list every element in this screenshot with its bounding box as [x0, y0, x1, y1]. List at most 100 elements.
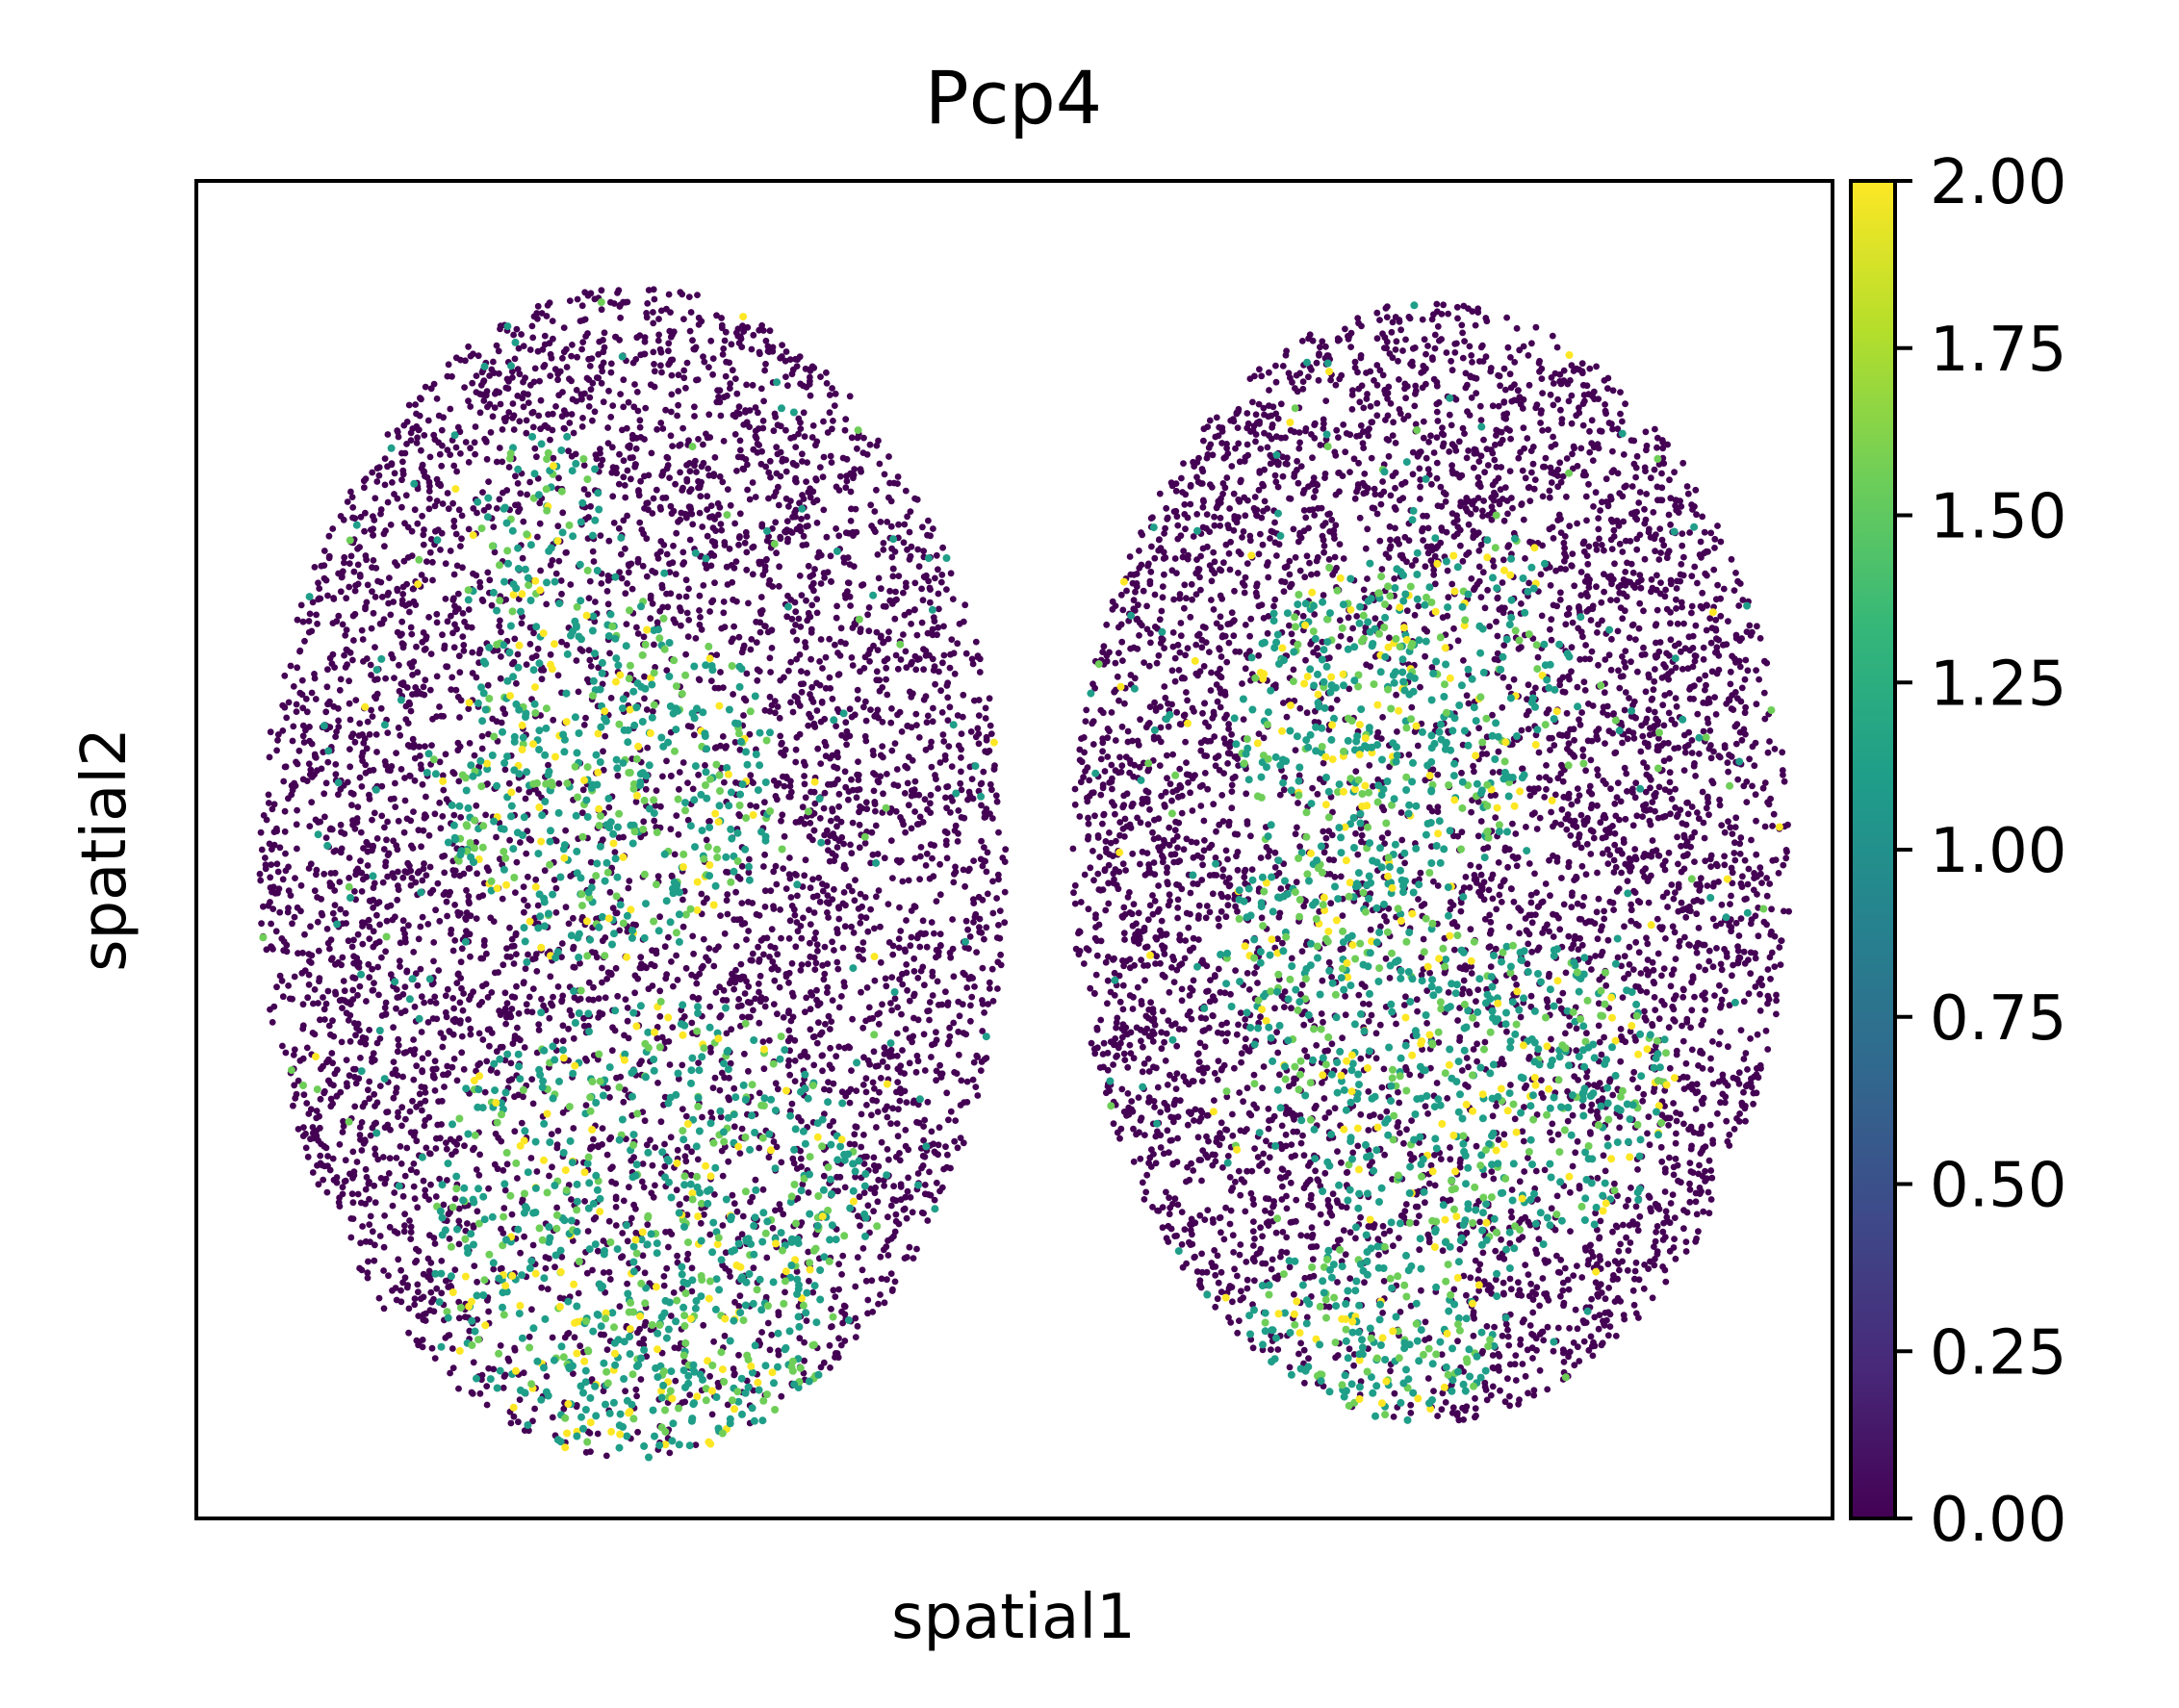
- scatter-point: [955, 1051, 962, 1058]
- scatter-point: [996, 907, 1004, 914]
- scatter-point: [745, 928, 752, 934]
- scatter-point: [432, 906, 439, 914]
- scatter-point: [930, 704, 936, 712]
- scatter-point: [497, 322, 504, 329]
- scatter-point: [345, 937, 352, 945]
- scatter-point: [326, 654, 334, 662]
- scatter-point: [533, 968, 541, 975]
- scatter-point: [659, 471, 666, 478]
- scatter-point: [643, 964, 650, 972]
- scatter-point: [828, 1018, 835, 1025]
- scatter-point: [441, 1083, 448, 1090]
- scatter-point: [684, 1250, 692, 1258]
- scatter-point: [939, 544, 946, 551]
- scatter-point: [928, 919, 936, 926]
- scatter-point: [778, 1392, 785, 1400]
- scatter-point: [418, 993, 425, 1001]
- scatter-point: [586, 577, 594, 585]
- scatter-point: [643, 1141, 651, 1149]
- scatter-point: [693, 469, 700, 475]
- scatter-point: [718, 625, 726, 632]
- scatter-point: [368, 526, 374, 533]
- scatter-point: [731, 1123, 738, 1131]
- scatter-point: [400, 641, 407, 649]
- scatter-point: [994, 958, 1002, 966]
- scatter-point: [476, 409, 484, 417]
- scatter-point: [726, 1074, 732, 1082]
- scatter-point: [598, 287, 605, 294]
- scatter-point: [798, 1117, 805, 1125]
- scatter-point: [859, 956, 867, 963]
- scatter-point: [946, 703, 954, 711]
- scatter-point: [854, 1322, 861, 1330]
- scatter-point: [427, 998, 434, 1006]
- scatter-point: [535, 1021, 543, 1028]
- scatter-point: [603, 976, 610, 982]
- scatter-point: [318, 896, 325, 903]
- scatter-point: [273, 860, 281, 868]
- scatter-point: [585, 403, 593, 410]
- scatter-point: [736, 533, 743, 540]
- scatter-point: [810, 1061, 818, 1069]
- scatter-point: [880, 1246, 887, 1254]
- scatter-point: [776, 983, 783, 991]
- scatter-point: [911, 495, 918, 502]
- scatter-point: [923, 943, 931, 951]
- scatter-point: [344, 1083, 350, 1090]
- scatter-point: [631, 989, 638, 997]
- scatter-point: [585, 979, 593, 986]
- scatter-point: [788, 989, 796, 997]
- scatter-point: [698, 463, 705, 471]
- scatter-point: [874, 1198, 882, 1206]
- scatter-point: [857, 1222, 863, 1230]
- scatter-point: [947, 570, 955, 577]
- scatter-point: [540, 1002, 547, 1009]
- scatter-point: [761, 904, 769, 910]
- scatter-point: [966, 933, 974, 940]
- scatter-point: [520, 1093, 526, 1101]
- scatter-point: [738, 1231, 746, 1237]
- scatter-point: [612, 1180, 620, 1187]
- scatter-point: [420, 827, 427, 834]
- scatter-point: [394, 1072, 401, 1079]
- scatter-point: [592, 599, 599, 605]
- scatter-point: [459, 1007, 467, 1014]
- scatter-point: [903, 969, 910, 977]
- scatter-point: [711, 1074, 719, 1082]
- scatter-point: [628, 560, 635, 568]
- scatter-point: [720, 345, 728, 352]
- scatter-point: [526, 478, 533, 486]
- scatter-point: [802, 1008, 808, 1016]
- scatter-point: [721, 778, 728, 786]
- scatter-point: [895, 521, 902, 528]
- scatter-point: [848, 923, 855, 930]
- scatter-point: [688, 1264, 696, 1272]
- scatter-point: [523, 429, 530, 437]
- scatter-point: [875, 1020, 883, 1028]
- scatter-point: [665, 933, 672, 941]
- scatter-point: [503, 945, 510, 952]
- scatter-point: [482, 811, 489, 819]
- scatter-point: [522, 795, 529, 803]
- scatter-point: [871, 925, 878, 932]
- scatter-point: [570, 1034, 577, 1042]
- scatter-point: [761, 563, 769, 571]
- scatter-point: [485, 1308, 492, 1315]
- scatter-point: [595, 1142, 602, 1149]
- scatter-point: [351, 587, 359, 595]
- scatter-point: [568, 411, 576, 418]
- scatter-point: [315, 1136, 321, 1144]
- scatter-point: [329, 1017, 336, 1025]
- scatter-point: [614, 290, 621, 296]
- scatter-point: [521, 1044, 528, 1051]
- scatter-point: [465, 865, 473, 872]
- scatter-point: [747, 646, 755, 653]
- scatter-point: [651, 817, 658, 825]
- scatter-point: [346, 1011, 354, 1019]
- scatter-point: [426, 482, 433, 490]
- scatter-point: [880, 540, 887, 547]
- scatter-point: [620, 473, 628, 481]
- scatter-point: [429, 1015, 437, 1022]
- scatter-point: [685, 503, 693, 511]
- scatter-point: [356, 572, 364, 578]
